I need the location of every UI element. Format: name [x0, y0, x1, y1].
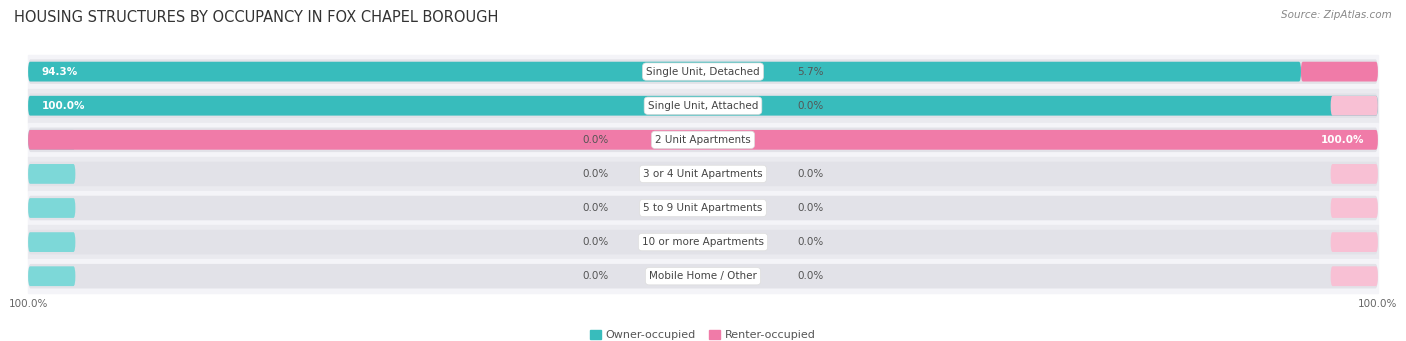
FancyBboxPatch shape: [28, 266, 76, 286]
Text: 0.0%: 0.0%: [582, 237, 609, 247]
Text: Mobile Home / Other: Mobile Home / Other: [650, 271, 756, 281]
Text: 0.0%: 0.0%: [582, 203, 609, 213]
FancyBboxPatch shape: [28, 130, 76, 150]
Bar: [28, 55, 1378, 89]
Text: Source: ZipAtlas.com: Source: ZipAtlas.com: [1281, 10, 1392, 20]
FancyBboxPatch shape: [1330, 198, 1378, 218]
Text: 0.0%: 0.0%: [582, 135, 609, 145]
Text: 5.7%: 5.7%: [797, 66, 824, 77]
FancyBboxPatch shape: [1330, 232, 1378, 252]
Text: 94.3%: 94.3%: [42, 66, 77, 77]
FancyBboxPatch shape: [28, 59, 1378, 84]
Text: 5 to 9 Unit Apartments: 5 to 9 Unit Apartments: [644, 203, 762, 213]
Text: HOUSING STRUCTURES BY OCCUPANCY IN FOX CHAPEL BOROUGH: HOUSING STRUCTURES BY OCCUPANCY IN FOX C…: [14, 10, 499, 25]
Text: 0.0%: 0.0%: [797, 271, 824, 281]
Bar: [28, 191, 1378, 225]
FancyBboxPatch shape: [1330, 164, 1378, 184]
Bar: [28, 89, 1378, 123]
FancyBboxPatch shape: [1301, 62, 1378, 81]
Text: Single Unit, Attached: Single Unit, Attached: [648, 101, 758, 111]
FancyBboxPatch shape: [28, 162, 1378, 186]
FancyBboxPatch shape: [1330, 266, 1378, 286]
FancyBboxPatch shape: [28, 62, 1301, 81]
FancyBboxPatch shape: [28, 96, 1378, 116]
Text: 100.0%: 100.0%: [1320, 135, 1364, 145]
FancyBboxPatch shape: [28, 130, 1378, 150]
FancyBboxPatch shape: [28, 196, 1378, 220]
Text: 0.0%: 0.0%: [797, 169, 824, 179]
Text: Single Unit, Detached: Single Unit, Detached: [647, 66, 759, 77]
FancyBboxPatch shape: [28, 230, 1378, 254]
FancyBboxPatch shape: [28, 164, 76, 184]
Legend: Owner-occupied, Renter-occupied: Owner-occupied, Renter-occupied: [591, 330, 815, 340]
Text: 0.0%: 0.0%: [582, 169, 609, 179]
Bar: [28, 123, 1378, 157]
FancyBboxPatch shape: [28, 93, 1378, 118]
Text: 10 or more Apartments: 10 or more Apartments: [643, 237, 763, 247]
Text: 0.0%: 0.0%: [797, 237, 824, 247]
Text: 3 or 4 Unit Apartments: 3 or 4 Unit Apartments: [643, 169, 763, 179]
Text: 0.0%: 0.0%: [582, 271, 609, 281]
Bar: [28, 157, 1378, 191]
Text: 0.0%: 0.0%: [797, 101, 824, 111]
Text: 100.0%: 100.0%: [42, 101, 86, 111]
FancyBboxPatch shape: [28, 128, 1378, 152]
Text: 2 Unit Apartments: 2 Unit Apartments: [655, 135, 751, 145]
Text: 0.0%: 0.0%: [797, 203, 824, 213]
FancyBboxPatch shape: [28, 264, 1378, 288]
Bar: [28, 259, 1378, 293]
FancyBboxPatch shape: [28, 232, 76, 252]
FancyBboxPatch shape: [1330, 96, 1378, 116]
Bar: [28, 225, 1378, 259]
FancyBboxPatch shape: [28, 198, 76, 218]
